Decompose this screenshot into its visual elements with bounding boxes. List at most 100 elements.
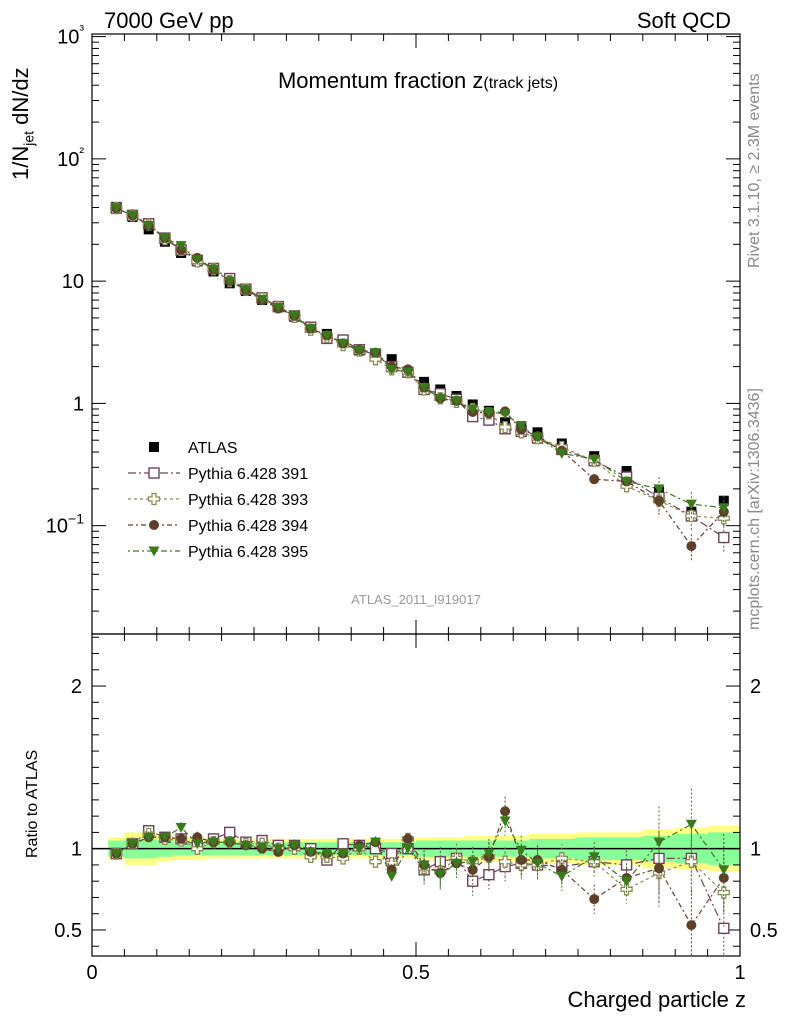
ratio-point-p395 xyxy=(321,849,333,860)
main-point-p395 xyxy=(685,499,697,510)
chart-title-sub: (track jets) xyxy=(483,75,558,92)
main-point-p395 xyxy=(532,432,543,443)
main-point-p395 xyxy=(337,338,349,349)
main-y-tick-label: 10³ xyxy=(57,22,84,49)
main-point-p395 xyxy=(434,393,446,404)
ratio-point-p395 xyxy=(685,819,697,830)
ratio-point-p395 xyxy=(483,849,495,860)
legend-label-p394: Pythia 6.428 394 xyxy=(188,518,308,535)
ratio-point-p395 xyxy=(353,844,365,855)
main-point-p395 xyxy=(418,382,430,393)
ratio-point-p395 xyxy=(556,871,568,882)
main-point-p395 xyxy=(159,233,171,244)
ratio-point-p394 xyxy=(176,833,187,844)
x-tick-label: 0 xyxy=(86,962,97,984)
main-point-p394 xyxy=(654,495,664,506)
legend-label-p391: Pythia 6.428 391 xyxy=(188,466,308,483)
ratio-y-tick-label-right: 0.5 xyxy=(750,920,778,942)
chart-title: Momentum fraction z(track jets) xyxy=(278,68,558,93)
main-point-p395 xyxy=(143,221,155,232)
main-point-p395 xyxy=(718,503,730,514)
ratio-y-tick-label-left: 0.5 xyxy=(54,920,82,942)
ratio-point-p394 xyxy=(402,833,413,844)
main-point-p394 xyxy=(686,541,697,552)
main-point-p393 xyxy=(685,509,698,523)
ratio-point-p393 xyxy=(555,852,568,865)
main-point-p395 xyxy=(110,203,122,214)
ratio-point-p395 xyxy=(451,858,462,869)
ratio-point-p395 xyxy=(418,860,430,871)
main-point-atlas xyxy=(419,376,430,387)
ratio-point-p391 xyxy=(337,838,349,850)
ratio-point-p395 xyxy=(588,852,600,863)
main-y-tick-label: 10−1 xyxy=(46,511,84,538)
ratio-point-p395 xyxy=(434,870,446,881)
ratio-point-p395 xyxy=(718,865,730,876)
ratio-point-p395 xyxy=(289,840,300,851)
legend-marker-p391 xyxy=(148,467,160,479)
ratio-point-p395 xyxy=(337,849,349,860)
legend-label-p393: Pythia 6.428 393 xyxy=(188,492,308,509)
legend-marker-p393 xyxy=(147,492,161,506)
ratio-point-p395 xyxy=(653,837,665,848)
main-point-p394 xyxy=(589,474,600,485)
x-tick-label: 0.5 xyxy=(402,962,430,984)
main-point-p395 xyxy=(499,409,511,420)
main-point-p395 xyxy=(240,285,252,296)
chart-title-main: Momentum fraction xyxy=(278,68,472,93)
main-point-p395 xyxy=(451,396,462,407)
energy-label: 7000 GeV pp xyxy=(104,8,234,33)
main-line-p394 xyxy=(116,207,725,548)
main-y-tick-label: 10² xyxy=(57,144,84,171)
x-axis-label: Charged particle z xyxy=(567,987,746,1012)
main-point-p395 xyxy=(272,302,284,313)
ratio-point-p395 xyxy=(305,847,317,858)
ratio-point-p395 xyxy=(191,839,203,850)
ratio-point-p395 xyxy=(175,823,187,834)
chart-title-z: z xyxy=(472,68,483,93)
main-point-p395 xyxy=(515,421,527,432)
ratio-point-p391 xyxy=(718,922,730,935)
ratio-point-p395 xyxy=(110,849,122,860)
main-point-p395 xyxy=(483,407,495,418)
main-point-p395 xyxy=(467,404,479,415)
ratio-point-p393 xyxy=(498,855,512,868)
main-point-atlas xyxy=(386,354,397,365)
main-point-p395 xyxy=(208,264,219,275)
main-y-tick-label: 10 xyxy=(62,271,84,293)
ratio-point-p395 xyxy=(515,845,527,856)
main-point-p395 xyxy=(175,241,187,252)
ratio-panel: 0 0.5 10.5 0.51 12 2 xyxy=(54,633,778,984)
main-point-p395 xyxy=(588,454,600,465)
main-point-p395 xyxy=(305,323,317,334)
ratio-y-tick-label-left: 1 xyxy=(71,839,82,861)
ratio-point-p395 xyxy=(159,832,171,843)
ratio-point-p395 xyxy=(621,876,633,887)
legend-label-atlas: ATLAS xyxy=(188,440,238,457)
main-point-p395 xyxy=(621,476,633,487)
ratio-point-p395 xyxy=(208,837,219,848)
main-point-p395 xyxy=(386,364,398,375)
ratio-point-p395 xyxy=(224,837,236,848)
ratio-point-p394 xyxy=(589,894,600,905)
main-panel: 10−1 1 10 10² 10³ ATLAS Pythia 6.428 391 Pythia… xyxy=(46,22,741,635)
main-y-tick-label: 1 xyxy=(73,393,84,415)
legend-marker-p395 xyxy=(148,546,160,557)
ratio-point-p395 xyxy=(532,858,543,869)
main-point-p395 xyxy=(370,348,381,359)
main-point-p395 xyxy=(191,255,203,266)
main-point-p391 xyxy=(718,531,730,544)
ratio-point-p395 xyxy=(499,816,511,827)
legend-marker-p394 xyxy=(149,520,159,530)
ratio-point-p395 xyxy=(402,844,414,855)
ratio-point-p395 xyxy=(256,842,268,853)
ratio-point-p395 xyxy=(240,840,252,851)
ratio-point-p393 xyxy=(717,886,730,899)
ratio-point-p393 xyxy=(369,855,382,868)
main-point-p395 xyxy=(224,276,236,287)
main-point-p395 xyxy=(321,330,333,341)
ratio-point-p391 xyxy=(223,826,236,839)
ratio-point-p395 xyxy=(272,844,284,855)
legend-marker-atlas xyxy=(149,442,159,452)
